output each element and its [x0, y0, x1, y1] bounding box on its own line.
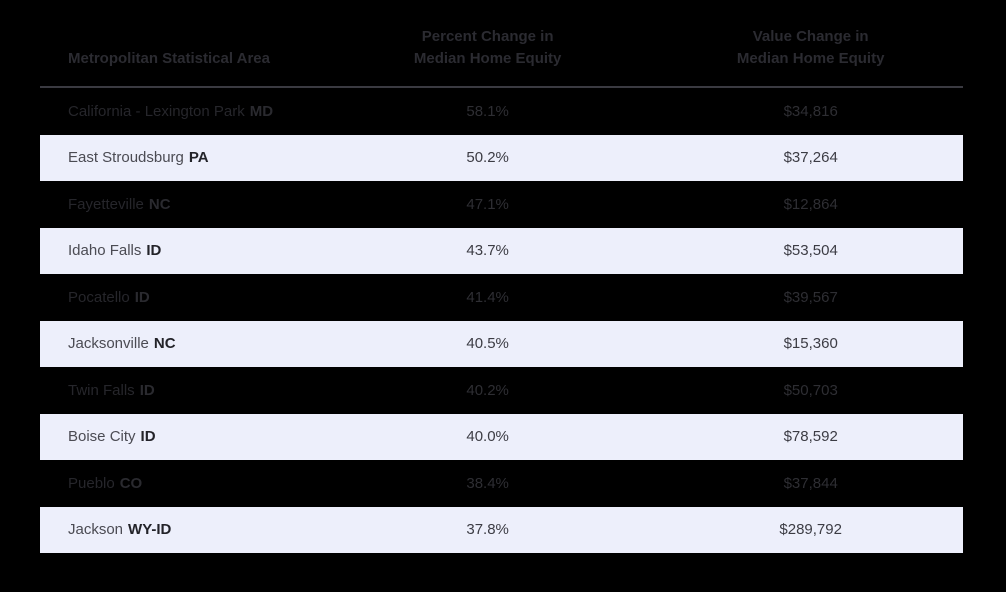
column-header-msa: Metropolitan Statistical Area — [40, 48, 317, 70]
value-change-value: $34,816 — [783, 102, 838, 120]
msa-cell: Twin Falls ID — [40, 382, 317, 399]
value-change-value: $289,792 — [779, 521, 842, 539]
msa-cell: California - Lexington Park MD — [40, 103, 317, 120]
msa-name: East Stroudsburg — [68, 149, 184, 167]
state-abbr: ID — [134, 288, 150, 306]
msa-cell: Pocatello ID — [40, 289, 317, 306]
msa-name: Boise City — [68, 428, 136, 446]
percent-change-value: 40.2% — [466, 381, 509, 399]
percent-change-value: 50.2% — [466, 149, 509, 167]
msa-cell: Idaho Falls ID — [40, 242, 317, 259]
percent-change-value: 38.4% — [466, 474, 509, 492]
state-abbr: CO — [119, 474, 143, 492]
state-abbr: ID — [146, 242, 162, 260]
msa-name: Idaho Falls — [68, 242, 142, 260]
state-abbr: MD — [249, 102, 274, 120]
msa-cell: Fayetteville NC — [40, 196, 317, 213]
state-abbr: WY-ID — [128, 521, 172, 539]
percent-change-value: 58.1% — [466, 102, 509, 120]
msa-name: Pueblo — [68, 474, 115, 492]
table-row: Pocatello ID 41.4% $39,567 — [40, 274, 963, 321]
table-body: California - Lexington Park MD 58.1% $34,… — [40, 88, 963, 553]
value-change-value: $37,844 — [783, 474, 838, 492]
value-change-value: $39,567 — [783, 288, 838, 306]
column-header-value-change: Value Change in Median Home Equity — [658, 26, 963, 70]
msa-name: Jackson — [68, 521, 124, 539]
percent-change-value: 40.0% — [466, 428, 509, 446]
value-change-value: $78,592 — [783, 428, 838, 446]
msa-cell: Jackson WY-ID — [40, 521, 317, 538]
percent-change-value: 41.4% — [466, 288, 509, 306]
msa-name: Jacksonville — [68, 335, 149, 353]
column-header-percent-line2: Median Home Equity — [413, 50, 562, 67]
value-change-value: $53,504 — [783, 242, 838, 260]
state-abbr: NC — [148, 195, 171, 213]
msa-cell: Pueblo CO — [40, 475, 317, 492]
msa-name: Pocatello — [68, 288, 130, 306]
msa-name: California - Lexington Park — [68, 102, 245, 120]
value-change-value: $37,264 — [783, 149, 838, 167]
table-row: California - Lexington Park MD 58.1% $34,… — [40, 88, 963, 135]
percent-change-value: 47.1% — [466, 195, 509, 213]
column-header-msa-label: Metropolitan Statistical Area — [68, 50, 270, 67]
table-row: Boise City ID 40.0% $78,592 — [40, 413, 963, 460]
value-change-value: $12,864 — [783, 195, 838, 213]
state-abbr: ID — [140, 428, 156, 446]
table-row: Pueblo CO 38.4% $37,844 — [40, 460, 963, 507]
state-abbr: ID — [139, 381, 155, 399]
table-row: East Stroudsburg PA 50.2% $37,264 — [40, 134, 963, 181]
table-row: Twin Falls ID 40.2% $50,703 — [40, 367, 963, 414]
column-header-percent-line1: Percent Change in — [421, 28, 554, 45]
column-header-value-line2: Median Home Equity — [736, 50, 885, 67]
msa-cell: East Stroudsburg PA — [40, 149, 317, 166]
table-header-row: Metropolitan Statistical Area Percent Ch… — [40, 20, 963, 88]
msa-cell: Boise City ID — [40, 428, 317, 445]
state-abbr: NC — [153, 335, 176, 353]
msa-name: Twin Falls — [68, 381, 135, 399]
home-equity-table: Metropolitan Statistical Area Percent Ch… — [40, 20, 963, 553]
value-change-value: $50,703 — [783, 381, 838, 399]
msa-name: Fayetteville — [68, 195, 144, 213]
state-abbr: PA — [188, 149, 209, 167]
msa-cell: Jacksonville NC — [40, 335, 317, 352]
table-row: Jacksonville NC 40.5% $15,360 — [40, 320, 963, 367]
value-change-value: $15,360 — [783, 335, 838, 353]
column-header-percent-change: Percent Change in Median Home Equity — [317, 26, 659, 70]
table-row: Jackson WY-ID 37.8% $289,792 — [40, 506, 963, 553]
percent-change-value: 43.7% — [466, 242, 509, 260]
percent-change-value: 37.8% — [466, 521, 509, 539]
percent-change-value: 40.5% — [466, 335, 509, 353]
table-row: Idaho Falls ID 43.7% $53,504 — [40, 227, 963, 274]
table-row: Fayetteville NC 47.1% $12,864 — [40, 181, 963, 228]
column-header-value-line1: Value Change in — [752, 28, 869, 45]
